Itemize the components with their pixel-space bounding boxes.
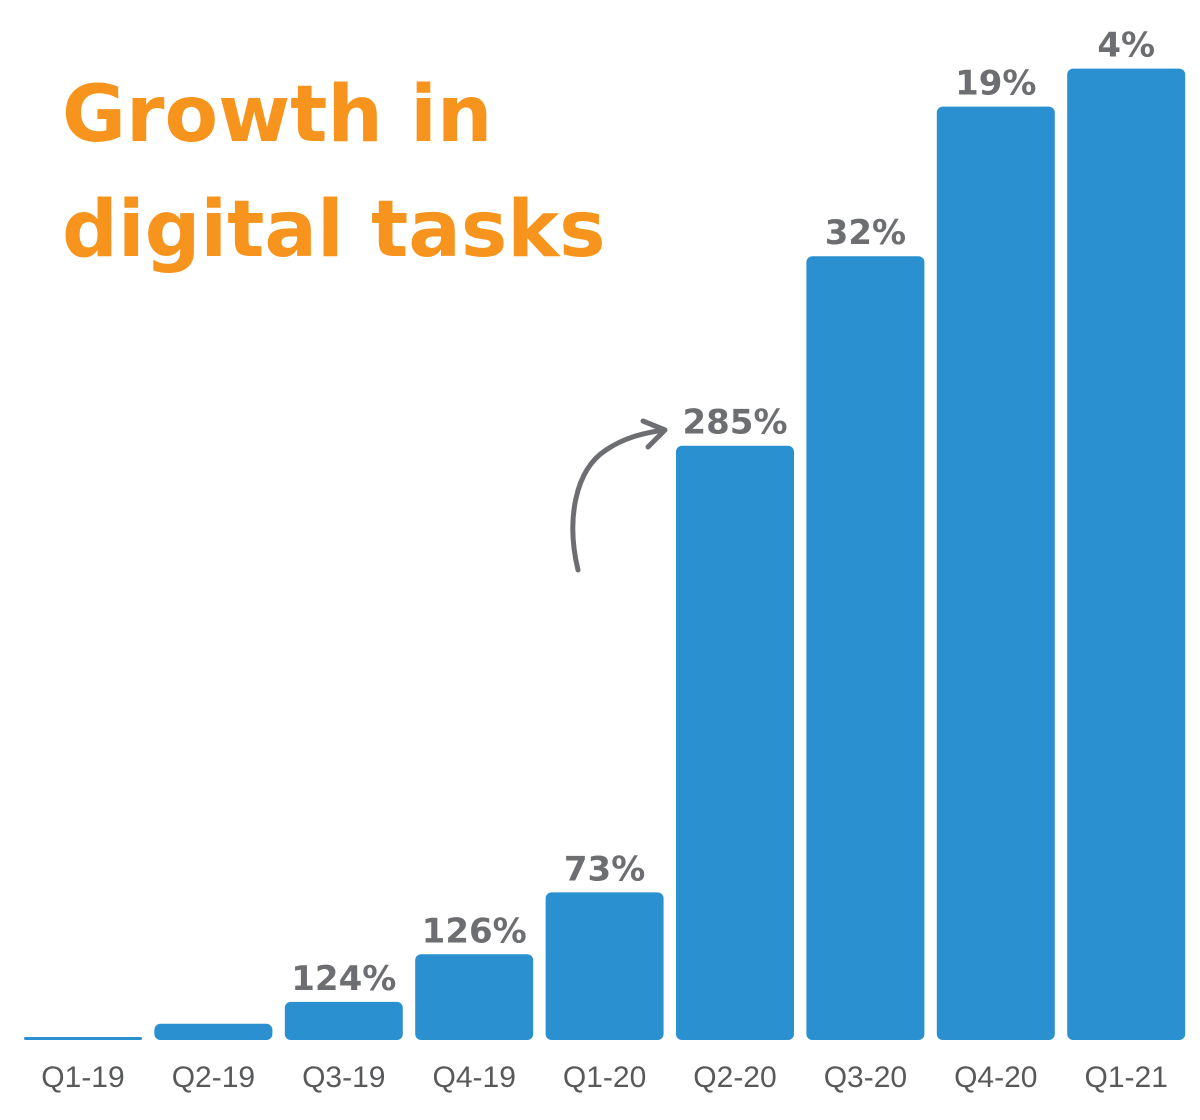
x-tick-label-q4-20: Q4-20 xyxy=(954,1061,1037,1094)
data-labels-group: 124% 126% 73% 285% 32% 19% 4% xyxy=(291,26,1155,999)
x-tick-label-q3-20: Q3-20 xyxy=(824,1061,907,1094)
x-tick-label-q1-21: Q1-21 xyxy=(1085,1061,1168,1094)
bar-q1-20 xyxy=(545,892,664,1040)
data-label-q2-20: 285% xyxy=(682,403,787,443)
data-label-q1-20: 73% xyxy=(564,849,645,889)
data-label-q3-19: 124% xyxy=(291,959,396,999)
bar-q1-21 xyxy=(1067,68,1186,1041)
x-tick-label-q2-19: Q2-19 xyxy=(172,1061,255,1094)
bar-q4-19 xyxy=(415,954,534,1040)
bar-q1-19 xyxy=(24,1037,142,1040)
data-label-q3-20: 32% xyxy=(825,213,906,253)
bar-q4-20 xyxy=(936,106,1055,1040)
x-tick-label-q3-19: Q3-19 xyxy=(302,1061,385,1094)
bar-q3-20 xyxy=(806,256,925,1040)
bars-group xyxy=(24,68,1186,1041)
chart-title-line-2: digital tasks xyxy=(62,185,606,275)
x-tick-label-q1-20: Q1-20 xyxy=(563,1061,646,1094)
x-tick-label-q1-19: Q1-19 xyxy=(41,1061,124,1094)
bar-q2-19 xyxy=(154,1023,273,1040)
chart-title-line-1: Growth in xyxy=(62,70,492,160)
data-label-q4-20: 19% xyxy=(955,64,1036,104)
bar-q3-19 xyxy=(284,1001,403,1040)
x-tick-label-q2-20: Q2-20 xyxy=(693,1061,776,1094)
data-label-q4-19: 126% xyxy=(422,911,527,951)
arrow-annotation xyxy=(570,418,668,573)
data-label-q1-21: 4% xyxy=(1097,26,1155,66)
x-tick-labels-group: Q1-19 Q2-19 Q3-19 Q4-19 Q1-20 Q2-20 Q3-20 Q4-20… xyxy=(41,1061,1168,1094)
bar-q2-20 xyxy=(676,445,794,1040)
x-tick-label-q4-19: Q4-19 xyxy=(433,1061,516,1094)
